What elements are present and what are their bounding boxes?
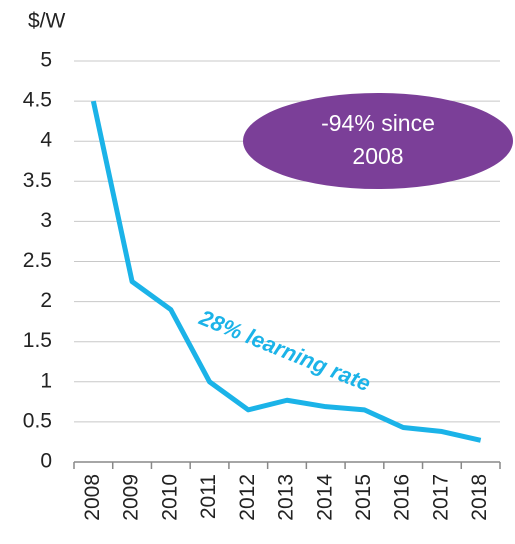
x-tick-label: 2010 (158, 474, 181, 521)
callout-text: 2008 (352, 143, 403, 169)
callout-text: -94% since (321, 110, 435, 136)
y-tick-label: 5 (40, 49, 52, 72)
y-tick-label: 2 (40, 289, 52, 312)
x-tick-label: 2009 (120, 474, 143, 521)
x-tick-label: 2017 (429, 474, 452, 521)
y-tick-label: 3 (40, 209, 52, 232)
y-tick-label: 0.5 (23, 409, 52, 432)
x-tick-label: 2014 (313, 474, 336, 521)
y-tick-label: 3.5 (23, 169, 52, 192)
x-tick-label: 2011 (197, 474, 220, 519)
y-tick-label: 1.5 (23, 329, 52, 352)
y-tick-label: 4 (40, 129, 52, 152)
y-tick-label: 4.5 (23, 89, 52, 112)
y-tick-label: 0 (40, 450, 52, 473)
x-tick-label: 2008 (81, 474, 104, 521)
x-tick-label: 2016 (391, 474, 414, 521)
learning-rate-annotation: 28% learning rate (195, 304, 374, 396)
y-tick-label: 2.5 (23, 249, 52, 272)
y-tick-label: 1 (40, 369, 52, 392)
callout-ellipse (243, 93, 513, 189)
x-tick-label: 2015 (352, 474, 375, 521)
data-line (90, 100, 482, 443)
y-axis-label: $/W (28, 10, 66, 33)
x-tick-label: 2013 (275, 474, 298, 521)
x-tick-label: 2018 (468, 474, 491, 521)
x-tick-label: 2012 (236, 474, 259, 521)
